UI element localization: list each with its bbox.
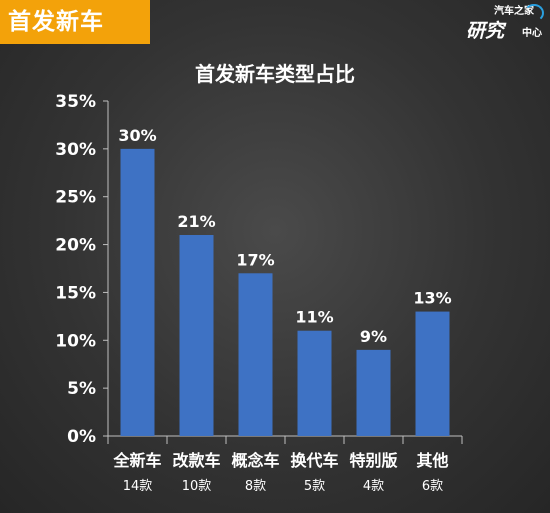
x-count-label: 6款 bbox=[422, 479, 443, 494]
y-tick-label: 35% bbox=[55, 92, 96, 112]
data-labels: 30% 21% 17% 11% 9% 13% bbox=[118, 126, 451, 346]
x-count-label: 4款 bbox=[363, 479, 384, 494]
data-label: 9% bbox=[360, 327, 387, 346]
logo-top-text: 汽车之家 bbox=[494, 6, 534, 17]
x-category-label: 特别版 bbox=[349, 451, 397, 470]
y-tick-label: 0% bbox=[67, 427, 96, 447]
logo-swoosh-icon bbox=[524, 4, 544, 22]
y-tick-label: 20% bbox=[55, 236, 96, 256]
logo-small-text: 中心 bbox=[522, 28, 542, 39]
data-label: 13% bbox=[413, 289, 451, 308]
x-count-label: 5款 bbox=[304, 479, 325, 494]
bar bbox=[415, 311, 450, 436]
x-category-label: 全新车 bbox=[112, 451, 161, 470]
x-axis: 全新车 14款 改款车 10款 概念车 8款 换代车 5款 特别版 4款 其他 6款 bbox=[107, 435, 463, 494]
data-label: 30% bbox=[118, 126, 156, 145]
data-label: 17% bbox=[236, 250, 274, 269]
y-tick-label: 5% bbox=[67, 379, 96, 399]
y-tick-label: 25% bbox=[55, 188, 96, 208]
chart-title: 首发新车类型占比 bbox=[195, 62, 355, 86]
header-title: 首发新车 bbox=[0, 0, 150, 44]
brand-logo: 汽车之家 研究 中心 bbox=[466, 2, 544, 44]
y-axis: 0% 5% 10% 15% 20% 25% 30% 35% bbox=[55, 92, 109, 447]
x-category-label: 换代车 bbox=[290, 451, 338, 470]
logo-main-text: 研究 bbox=[466, 20, 505, 42]
x-category-label: 其他 bbox=[416, 451, 448, 470]
header-bar: 首发新车 汽车之家 研究 中心 bbox=[0, 0, 550, 48]
bar bbox=[238, 273, 273, 436]
bar bbox=[179, 235, 214, 436]
y-tick-label: 15% bbox=[55, 283, 96, 303]
x-count-label: 10款 bbox=[182, 479, 212, 494]
x-category-label: 改款车 bbox=[172, 451, 220, 470]
bars bbox=[120, 148, 450, 436]
data-label: 11% bbox=[295, 308, 333, 327]
x-category-label: 概念车 bbox=[231, 451, 279, 470]
x-count-label: 14款 bbox=[123, 479, 153, 494]
bar bbox=[356, 349, 391, 436]
bar bbox=[297, 330, 332, 436]
bar bbox=[120, 148, 155, 436]
data-label: 21% bbox=[177, 212, 215, 231]
x-count-label: 8款 bbox=[245, 479, 266, 494]
y-tick-label: 10% bbox=[55, 331, 96, 351]
y-tick-label: 30% bbox=[55, 140, 96, 160]
